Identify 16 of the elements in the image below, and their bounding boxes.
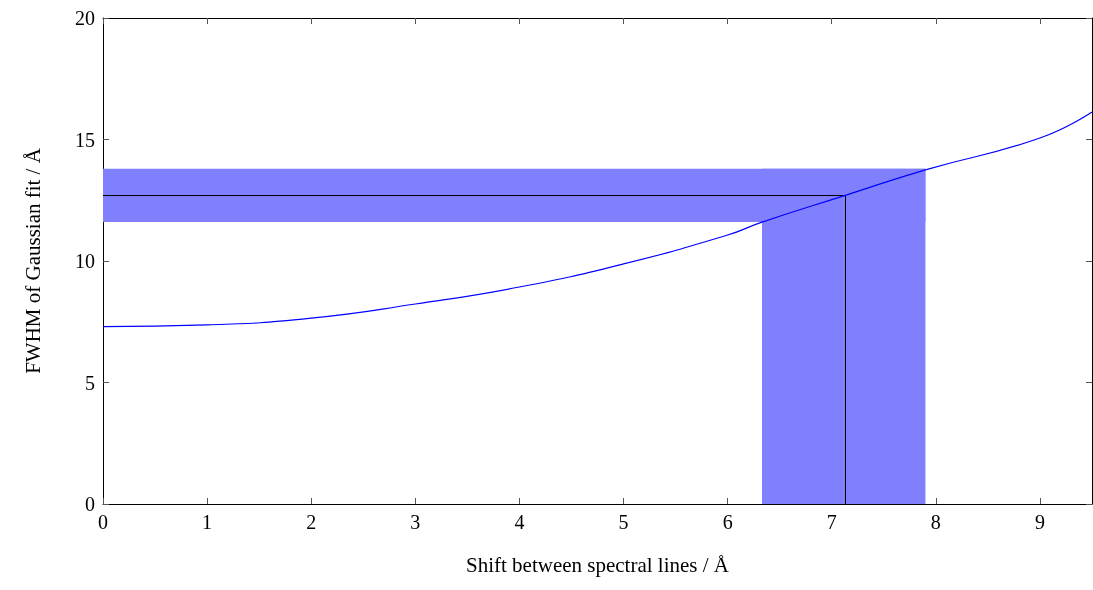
x-tick-label: 4 xyxy=(514,511,525,533)
x-axis-title: Shift between spectral lines / Å xyxy=(465,552,730,577)
x-tick-label: 6 xyxy=(722,511,733,533)
x-tick-label: 1 xyxy=(202,511,213,533)
x-tick-label: 2 xyxy=(306,511,317,533)
x-tick-label: 9 xyxy=(1034,511,1045,533)
x-tick-label: 3 xyxy=(410,511,421,533)
x-tick-label: 8 xyxy=(930,511,941,533)
y-tick-label: 10 xyxy=(75,250,95,272)
x-tick-label: 5 xyxy=(618,511,629,533)
y-tick-label: 5 xyxy=(85,371,95,394)
y-tick-label: 20 xyxy=(75,7,95,29)
y-tick-label: 15 xyxy=(75,128,95,151)
x-tick-label: 7 xyxy=(826,511,837,533)
y-tick-label: 0 xyxy=(85,493,95,515)
y-axis-title: FWHM of Gaussian fit / Å xyxy=(20,147,45,374)
